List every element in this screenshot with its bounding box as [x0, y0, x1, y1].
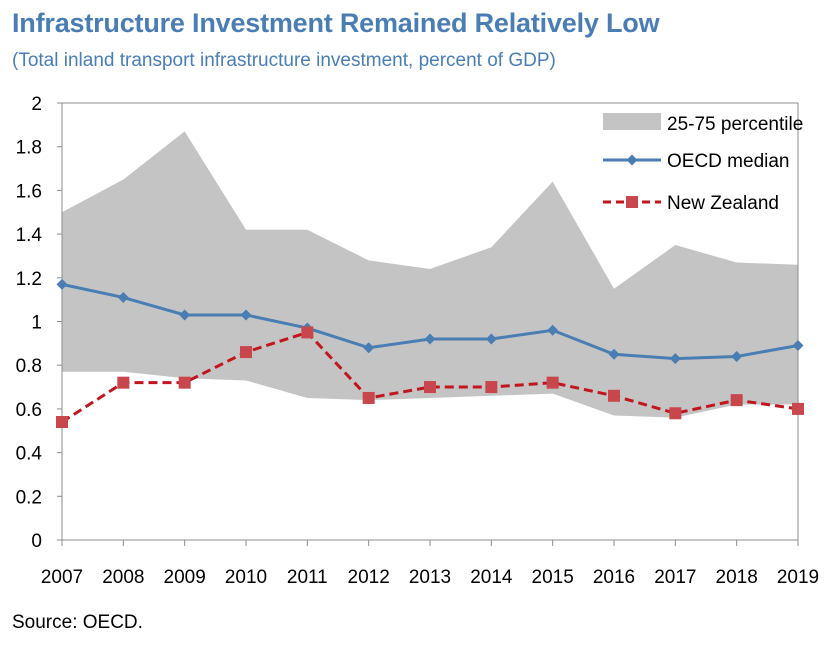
point-oecd-median: [179, 309, 191, 321]
x-tick-label: 2013: [409, 567, 451, 588]
x-tick-label: 2017: [654, 567, 696, 588]
point-oecd-median: [117, 291, 129, 303]
line-chart: 0 0.2 0.4 0.6 0.8 1 1.2 1.4 1.6 1.8 2 2007 2008 2009 2…: [16, 94, 820, 588]
legend-marker-new-zealand: [626, 196, 638, 208]
point-new-zealand: [792, 402, 804, 415]
y-tick-label: 0.2: [16, 487, 42, 508]
legend-label-oecd-median: OECD median: [667, 151, 790, 172]
y-tick-label: 1.4: [16, 225, 43, 246]
point-oecd-median: [547, 324, 559, 336]
x-tick-label: 2012: [348, 567, 390, 588]
x-tick-label: 2015: [532, 567, 574, 588]
x-tick-label: 2018: [716, 567, 758, 588]
x-tick-label: 2014: [470, 567, 513, 588]
point-new-zealand: [178, 376, 191, 389]
point-new-zealand: [608, 389, 620, 402]
point-new-zealand: [730, 394, 743, 407]
point-oecd-median: [792, 340, 804, 352]
point-new-zealand: [117, 376, 130, 389]
legend-label-percentile: 25-75 percentile: [667, 114, 803, 135]
point-new-zealand: [485, 381, 498, 394]
chart-subtitle: (Total inland transport infrastructure i…: [12, 50, 556, 71]
x-tick-label: 2009: [164, 567, 206, 588]
source-note: Source: OECD.: [12, 612, 143, 633]
point-oecd-median: [731, 350, 743, 362]
x-tick-label: 2008: [102, 567, 144, 588]
point-oecd-median: [608, 348, 620, 360]
legend-marker-oecd-median: [626, 154, 638, 166]
y-tick-label: 0: [31, 531, 42, 552]
percentile-band: [62, 131, 798, 418]
x-tick-label: 2019: [777, 567, 819, 588]
x-tick-label: 2007: [41, 567, 83, 588]
x-tick-label: 2011: [287, 567, 328, 588]
y-tick-label: 2: [31, 94, 42, 115]
point-oecd-median: [485, 333, 497, 345]
y-tick-label: 0.6: [16, 400, 42, 421]
legend-swatch-percentile: [603, 113, 661, 130]
point-new-zealand: [424, 381, 436, 394]
x-tick-label: 2010: [225, 567, 267, 588]
point-new-zealand: [669, 407, 682, 420]
y-tick-label: 1.2: [16, 269, 42, 290]
point-new-zealand: [301, 326, 314, 339]
y-tick-label: 1.8: [16, 138, 42, 159]
point-new-zealand: [546, 376, 559, 389]
point-oecd-median: [56, 278, 68, 290]
point-oecd-median: [240, 309, 252, 321]
point-oecd-median: [669, 353, 681, 365]
y-tick-label: 0.4: [16, 444, 43, 465]
legend-label-new-zealand: New Zealand: [667, 193, 779, 214]
y-tick-label: 0.8: [16, 356, 42, 377]
point-new-zealand: [362, 391, 375, 404]
point-oecd-median: [424, 333, 436, 345]
x-tick-label: 2016: [593, 567, 635, 588]
y-tick-label: 1: [31, 313, 42, 334]
chart-title: Infrastructure Investment Remained Relat…: [12, 8, 660, 38]
point-new-zealand: [240, 346, 252, 359]
point-oecd-median: [363, 342, 375, 354]
point-new-zealand: [56, 416, 68, 429]
y-tick-label: 1.6: [16, 181, 42, 202]
